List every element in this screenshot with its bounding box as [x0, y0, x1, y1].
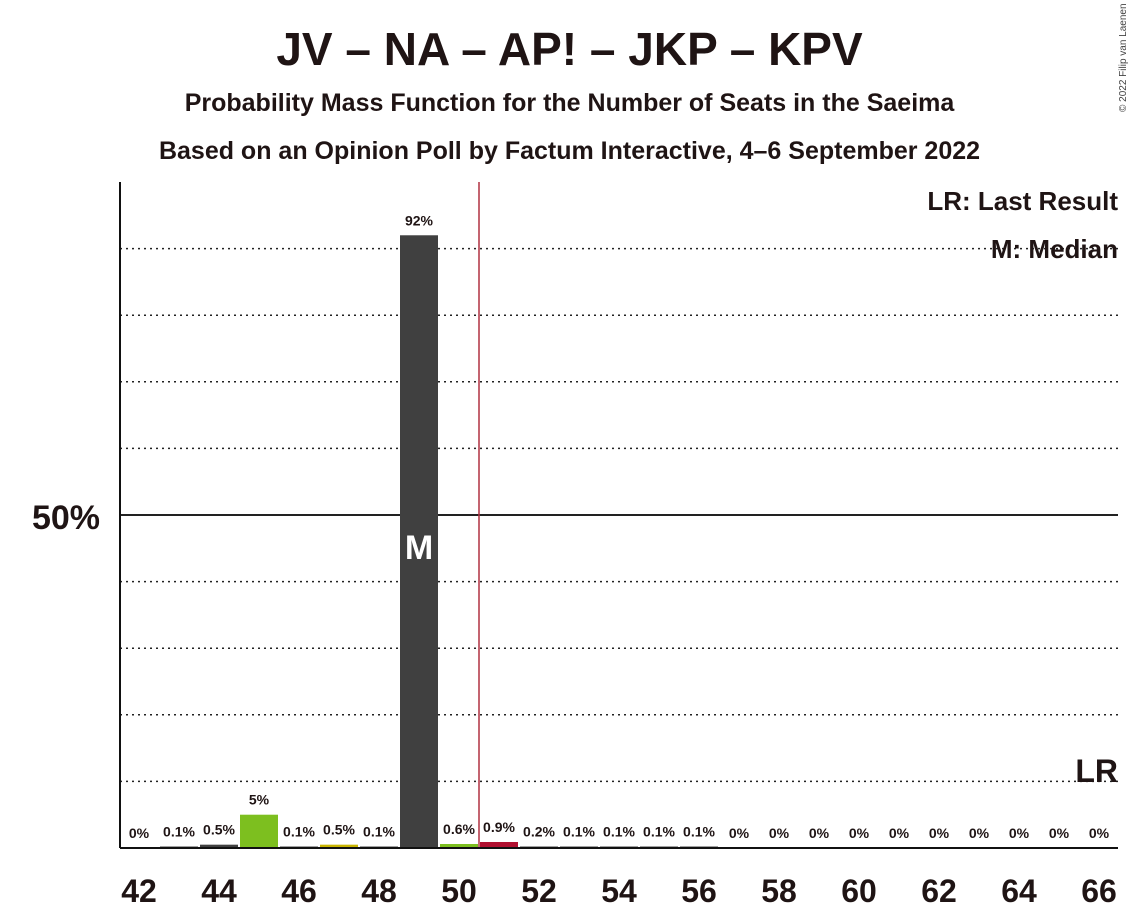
- chart-title: JV – NA – AP! – JKP – KPV: [276, 23, 863, 75]
- x-tick-label-62: 62: [921, 873, 957, 909]
- bar-47: [320, 844, 358, 848]
- chart-subtitle: Probability Mass Function for the Number…: [184, 89, 955, 117]
- value-label-58: 0%: [769, 825, 790, 841]
- bars: M: [160, 235, 718, 848]
- value-label-65: 0%: [1049, 825, 1070, 841]
- bar-50: [440, 844, 478, 848]
- x-tick-label-64: 64: [1001, 873, 1037, 909]
- value-label-52: 0.2%: [523, 824, 555, 840]
- value-label-60: 0%: [849, 825, 870, 841]
- value-label-55: 0.1%: [643, 824, 675, 840]
- value-label-48: 0.1%: [363, 824, 395, 840]
- value-label-45: 5%: [249, 792, 270, 808]
- bar-49: [400, 235, 438, 848]
- value-label-44: 0.5%: [203, 822, 235, 838]
- value-label-64: 0%: [1009, 825, 1030, 841]
- bar-44: [200, 844, 238, 848]
- value-label-57: 0%: [729, 825, 750, 841]
- y-tick-label-50: 50%: [32, 499, 100, 537]
- value-label-46: 0.1%: [283, 824, 315, 840]
- axes: LR 50% 42 44 46 48 50 52 54 56 58 60 62 64 66: [32, 182, 1118, 909]
- bar-51: [480, 842, 518, 848]
- value-labels: 0% 0.1% 0.5% 5% 0.1% 0.5% 0.1% 92% 0.6% 0.9% 0.2% 0…: [129, 212, 1110, 841]
- x-tick-label-66: 66: [1081, 873, 1117, 909]
- x-tick-label-54: 54: [601, 873, 637, 909]
- median-marker: M: [405, 529, 433, 567]
- value-label-43: 0.1%: [163, 824, 195, 840]
- value-label-50: 0.6%: [443, 821, 475, 837]
- value-label-49: 92%: [405, 212, 434, 228]
- x-tick-label-60: 60: [841, 873, 877, 909]
- value-label-63: 0%: [969, 825, 990, 841]
- value-label-62: 0%: [929, 825, 950, 841]
- x-tick-label-44: 44: [201, 873, 237, 909]
- chart-subtitle-source: Based on an Opinion Poll by Factum Inter…: [158, 137, 981, 165]
- legend-last-result: LR: Last Result: [927, 186, 1118, 216]
- x-tick-label-48: 48: [361, 873, 397, 909]
- x-tick-label-46: 46: [281, 873, 317, 909]
- value-label-59: 0%: [809, 825, 830, 841]
- x-tick-label-58: 58: [761, 873, 797, 909]
- value-label-51: 0.9%: [483, 819, 515, 835]
- value-label-42: 0%: [129, 825, 150, 841]
- value-label-54: 0.1%: [603, 824, 635, 840]
- x-tick-label-42: 42: [121, 873, 157, 909]
- value-label-66: 0%: [1089, 825, 1110, 841]
- x-tick-label-52: 52: [521, 873, 557, 909]
- value-label-53: 0.1%: [563, 824, 595, 840]
- value-label-61: 0%: [889, 825, 910, 841]
- x-tick-label-50: 50: [441, 873, 477, 909]
- x-tick-label-56: 56: [681, 873, 717, 909]
- bar-45: [240, 814, 278, 848]
- gridlines: [120, 247, 1118, 783]
- legend-median: M: Median: [991, 234, 1118, 264]
- value-label-47: 0.5%: [323, 822, 355, 838]
- value-label-56: 0.1%: [683, 824, 715, 840]
- last-result-marker: LR: [1075, 753, 1118, 789]
